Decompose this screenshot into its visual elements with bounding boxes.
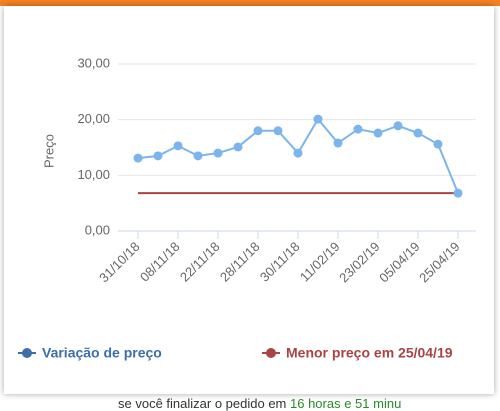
bottom-text: se você finalizar o pedido em: [118, 396, 287, 411]
price-point: [273, 126, 283, 136]
price-point: [373, 128, 383, 138]
x-tick-label: 30/11/18: [257, 239, 303, 285]
top-bar: [0, 0, 500, 6]
price-point: [453, 188, 463, 198]
price-point: [173, 141, 183, 151]
x-tick-label: 23/02/19: [336, 239, 382, 285]
price-point: [193, 151, 203, 161]
bottom-text-highlight: 16 horas e 51 minu: [290, 396, 402, 411]
price-point: [153, 151, 163, 161]
y-tick-label: 30,00: [77, 55, 110, 70]
price-point: [253, 126, 263, 136]
x-tick-label: 05/04/19: [376, 239, 422, 285]
price-point: [233, 142, 243, 152]
x-tick-label: 31/10/18: [96, 239, 142, 285]
x-tick-label: 08/11/18: [137, 239, 183, 285]
price-point: [393, 121, 403, 131]
price-point: [313, 114, 323, 124]
chart: Preço 0,00 10,00 20,00 30,00 31/10/1808/11/1…: [18, 55, 476, 361]
y-tick-label: 0,00: [85, 222, 110, 237]
price-point: [333, 138, 343, 148]
price-point: [433, 139, 443, 149]
background-text: se você finalizar o pedido em 16 horas e…: [0, 396, 500, 411]
price-point: [353, 124, 363, 134]
x-tick-label: 11/02/19: [297, 239, 343, 285]
price-point: [213, 148, 223, 158]
y-tick-label: 20,00: [77, 111, 110, 126]
x-tick-label: 28/11/18: [217, 239, 263, 285]
price-point: [413, 128, 423, 138]
price-point: [133, 153, 143, 163]
legend-marker: [22, 348, 32, 358]
x-tick-label: 22/11/18: [177, 239, 223, 285]
price-point: [293, 148, 303, 158]
y-axis-label: Preço: [41, 134, 56, 168]
y-tick-label: 10,00: [77, 167, 110, 182]
legend-marker: [266, 348, 276, 358]
legend-label: Variação de preço: [42, 345, 162, 361]
price-popup: Preço 0,00 10,00 20,00 30,00 31/10/18 08/11/1…: [4, 6, 494, 394]
x-tick-label: 25/04/19: [416, 239, 462, 285]
legend-label: Menor preço em 25/04/19: [286, 345, 453, 361]
